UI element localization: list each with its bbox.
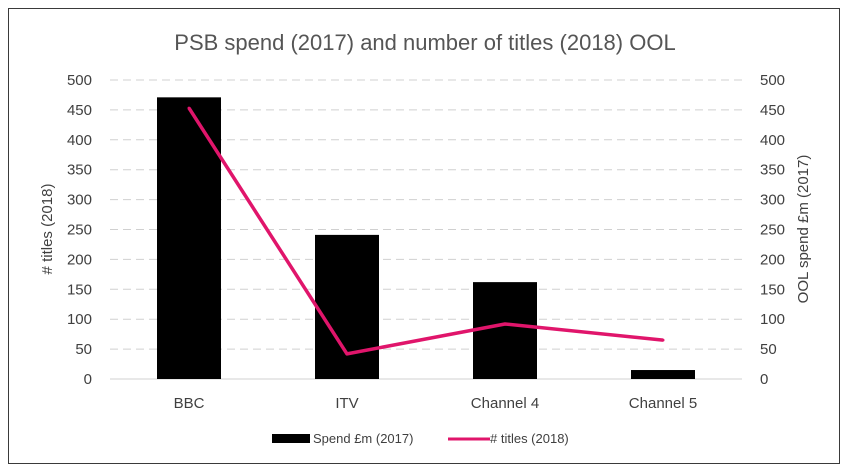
legend: Spend £m (2017) # titles (2018) xyxy=(272,431,569,446)
chart-title: PSB spend (2017) and number of titles (2… xyxy=(174,30,675,55)
left-tick-label: 250 xyxy=(67,222,92,239)
category-label: Channel 5 xyxy=(629,395,697,412)
left-tick-label: 100 xyxy=(67,311,92,328)
category-labels: BBC ITV Channel 4 Channel 5 xyxy=(174,395,698,412)
legend-label-titles: # titles (2018) xyxy=(490,431,569,446)
right-tick-label: 150 xyxy=(760,281,785,298)
left-tick-label: 500 xyxy=(67,72,92,89)
left-tick-label: 200 xyxy=(67,251,92,268)
titles-point xyxy=(503,322,507,326)
left-tick-label: 0 xyxy=(84,371,92,388)
right-tick-label: 100 xyxy=(760,311,785,328)
line-series xyxy=(187,106,665,356)
left-tick-label: 300 xyxy=(67,192,92,209)
right-tick-label: 200 xyxy=(760,251,785,268)
titles-point xyxy=(661,338,665,342)
right-tick-label: 250 xyxy=(760,222,785,239)
left-tick-label: 50 xyxy=(75,341,92,358)
left-axis-ticks: 0 50 100 150 200 250 300 350 400 450 500 xyxy=(67,72,92,388)
right-tick-label: 400 xyxy=(760,132,785,149)
titles-point xyxy=(345,352,349,356)
legend-swatch-spend xyxy=(272,434,310,443)
bar-channel-5 xyxy=(631,370,695,379)
category-label: BBC xyxy=(174,395,205,412)
category-label: Channel 4 xyxy=(471,395,539,412)
category-label: ITV xyxy=(335,395,358,412)
titles-point xyxy=(187,106,191,110)
bar-channel-4 xyxy=(473,282,537,379)
right-tick-label: 350 xyxy=(760,162,785,179)
titles-line xyxy=(187,107,664,356)
left-tick-label: 350 xyxy=(67,162,92,179)
left-tick-label: 400 xyxy=(67,132,92,149)
right-tick-label: 300 xyxy=(760,192,785,209)
chart-frame xyxy=(8,8,840,464)
right-tick-label: 450 xyxy=(760,102,785,119)
bar-itv xyxy=(315,234,379,379)
left-tick-label: 150 xyxy=(67,281,92,298)
legend-label-spend: Spend £m (2017) xyxy=(313,431,413,446)
right-axis-ticks: 0 50 100 150 200 250 300 350 400 450 500 xyxy=(760,72,785,388)
right-axis-label: OOL spend £m (2017) xyxy=(795,155,812,304)
right-tick-label: 50 xyxy=(760,341,777,358)
left-tick-label: 450 xyxy=(67,102,92,119)
bar-bbc xyxy=(157,97,221,379)
right-tick-label: 500 xyxy=(760,72,785,89)
right-tick-label: 0 xyxy=(760,371,768,388)
left-axis-label: # titles (2018) xyxy=(39,184,56,275)
